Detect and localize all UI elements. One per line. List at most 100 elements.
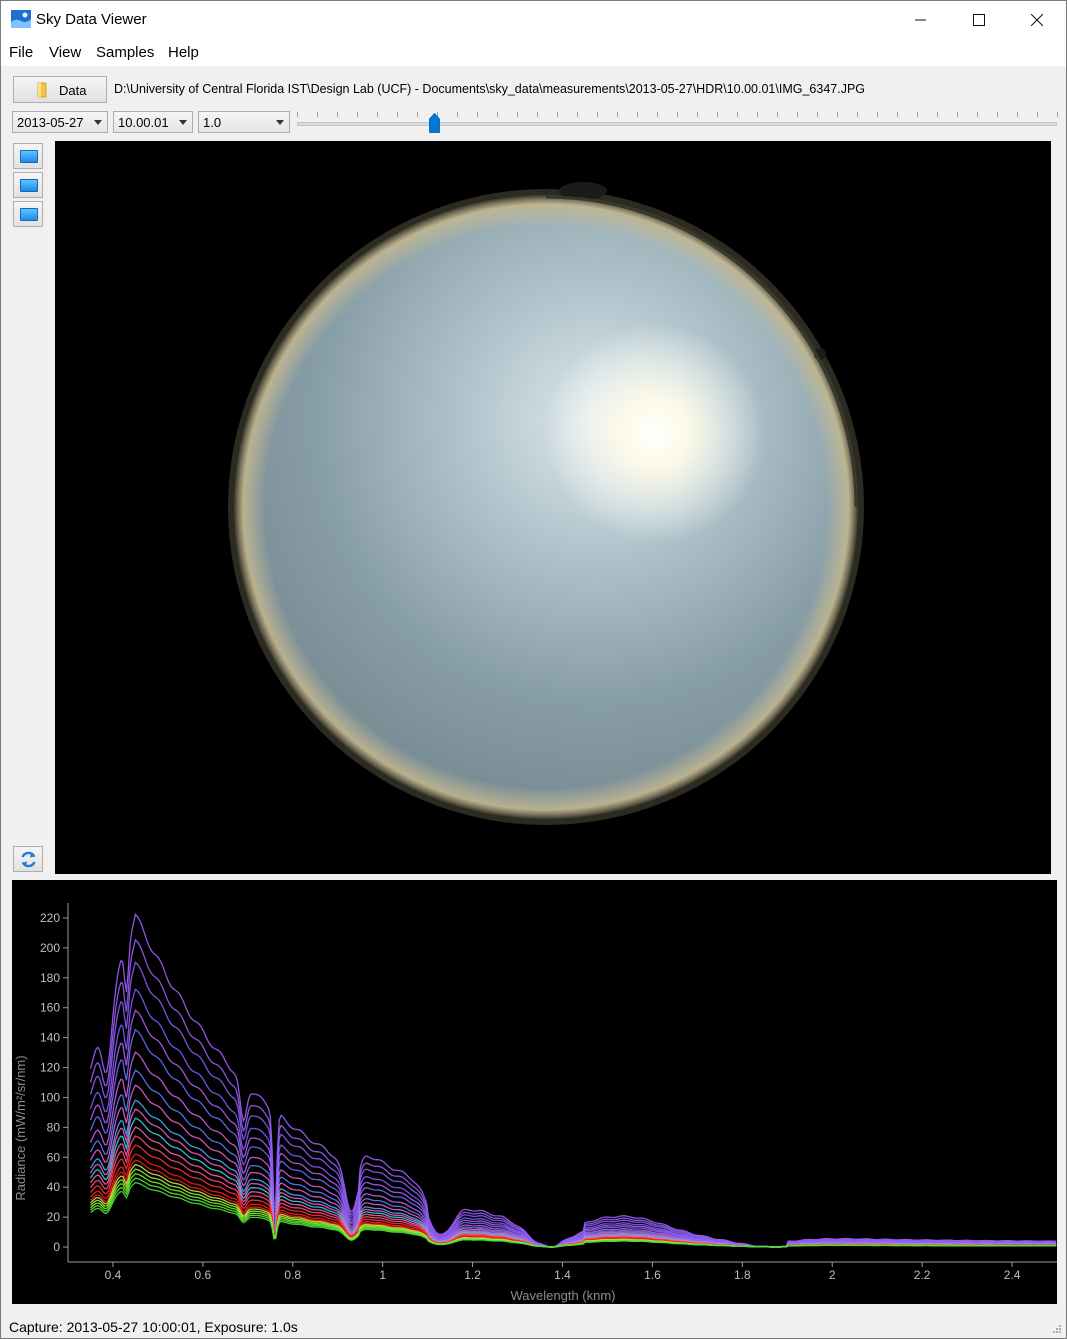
spectrum-series-line [89,1069,1057,1248]
y-tick-label: 80 [47,1120,61,1134]
slider-tick [477,112,478,117]
slider-tick [817,112,818,117]
y-tick-label: 60 [47,1150,61,1164]
close-button[interactable] [1008,1,1066,39]
x-tick-label: 1.8 [734,1268,751,1282]
slider-tick [317,112,318,117]
spectrum-series-line [89,1051,1057,1248]
status-text: Capture: 2013-05-27 10:00:01, Exposure: … [9,1319,298,1335]
date-select[interactable]: 2013-05-27 [12,111,108,133]
spectrum-series-line [89,1108,1057,1248]
slider-tick [357,112,358,117]
slider-tick [997,112,998,117]
spectrum-series-line [89,1126,1057,1248]
x-tick-label: 2.2 [914,1268,931,1282]
y-tick-label: 100 [40,1090,60,1104]
x-tick-label: 2 [829,1268,836,1282]
slider-tick [677,112,678,117]
y-tick-label: 220 [40,911,60,925]
slider-tick [757,112,758,117]
menu-bar: File View Samples Help [1,39,1066,66]
maximize-button[interactable] [950,1,1008,39]
file-path-label: D:\University of Central Florida IST\Des… [114,82,866,96]
view-button-3[interactable] [13,201,43,227]
spectrum-series-line [89,1135,1057,1248]
view-button-2[interactable] [13,172,43,198]
slider-tick [697,112,698,117]
slider-tick [597,112,598,117]
slider-tick [717,112,718,117]
folder-icon [37,82,47,98]
y-tick-label: 0 [53,1240,60,1254]
exposure-slider[interactable] [297,122,1057,126]
spectrum-plot[interactable]: 0.4 0.6 0.8 1 1.2 1.4 1.6 1.8 2 2.2 2.4 0 20 40 60 80 10… [12,880,1057,1304]
menu-samples[interactable]: Samples [96,44,155,61]
slider-tick [1017,112,1018,117]
slider-tick [897,112,898,117]
spectrum-series-line [89,1099,1057,1248]
title-bar[interactable]: Sky Data Viewer [1,1,1066,39]
date-select-value: 2013-05-27 [17,115,84,130]
monitor-icon [20,150,38,163]
spectrum-series-line [89,912,1057,1248]
spectrum-chart: 0.4 0.6 0.8 1 1.2 1.4 1.6 1.8 2 2.2 2.4 0 20 40 60 80 10… [13,903,1057,1303]
x-tick-label: 1.4 [554,1268,571,1282]
y-axis-label: Radiance (mW/m²/sr/nm) [13,1055,28,1200]
x-tick-label: 2.4 [1004,1268,1021,1282]
slider-tick [1037,112,1038,117]
menu-view[interactable]: View [49,44,82,61]
slider-handle[interactable] [428,113,440,133]
app-logo-icon [11,10,31,28]
slider-tick [417,112,418,117]
y-tick-label: 40 [47,1180,61,1194]
chevron-down-icon [179,120,187,125]
slider-tick [1057,112,1058,117]
sky-image-panel[interactable] [55,141,1051,874]
spectrum-series-line [90,1159,1057,1248]
spectrum-series-line [89,1084,1057,1248]
exposure-select[interactable]: 1.0 [198,111,290,133]
maximize-icon [973,14,985,26]
x-tick-label: 1 [379,1268,386,1282]
spectrum-series-line [89,1117,1057,1248]
y-tick-label: 120 [40,1061,60,1075]
slider-tick [877,112,878,117]
resize-grip-icon[interactable] [1052,1324,1062,1334]
monitor-icon [20,179,38,192]
slider-tick [837,112,838,117]
slider-tick [797,112,798,117]
slider-tick [917,112,918,117]
x-tick-label: 0.4 [105,1268,122,1282]
slider-tick [977,112,978,117]
spectrum-series-line [89,938,1057,1248]
menu-help[interactable]: Help [168,44,199,61]
slider-tick [657,112,658,117]
spectrum-series-line [89,988,1057,1248]
slider-tick [937,112,938,117]
data-folder-button[interactable]: Data [13,76,107,103]
data-button-label: Data [59,83,87,98]
monitor-icon [20,208,38,221]
x-tick-label: 1.6 [644,1268,661,1282]
slider-tick [737,112,738,117]
slider-tick [497,112,498,117]
slider-tick [577,112,578,117]
slider-tick [297,112,298,117]
spectrum-series-line [90,1153,1057,1248]
menu-file[interactable]: File [9,44,34,61]
time-select[interactable]: 10.00.01 [113,111,193,133]
refresh-button[interactable] [13,846,43,872]
x-tick-label: 1.2 [464,1268,481,1282]
slider-tick [857,112,858,117]
window-title: Sky Data Viewer [36,11,147,28]
chevron-down-icon [276,120,284,125]
slider-tick [537,112,538,117]
slider-tick [517,112,518,117]
minimize-button[interactable] [892,1,950,39]
x-axis-label: Wavelength (knm) [511,1288,616,1303]
slider-tick [617,112,618,117]
slider-tick [957,112,958,117]
y-tick-label: 180 [40,971,60,985]
view-button-1[interactable] [13,143,43,169]
